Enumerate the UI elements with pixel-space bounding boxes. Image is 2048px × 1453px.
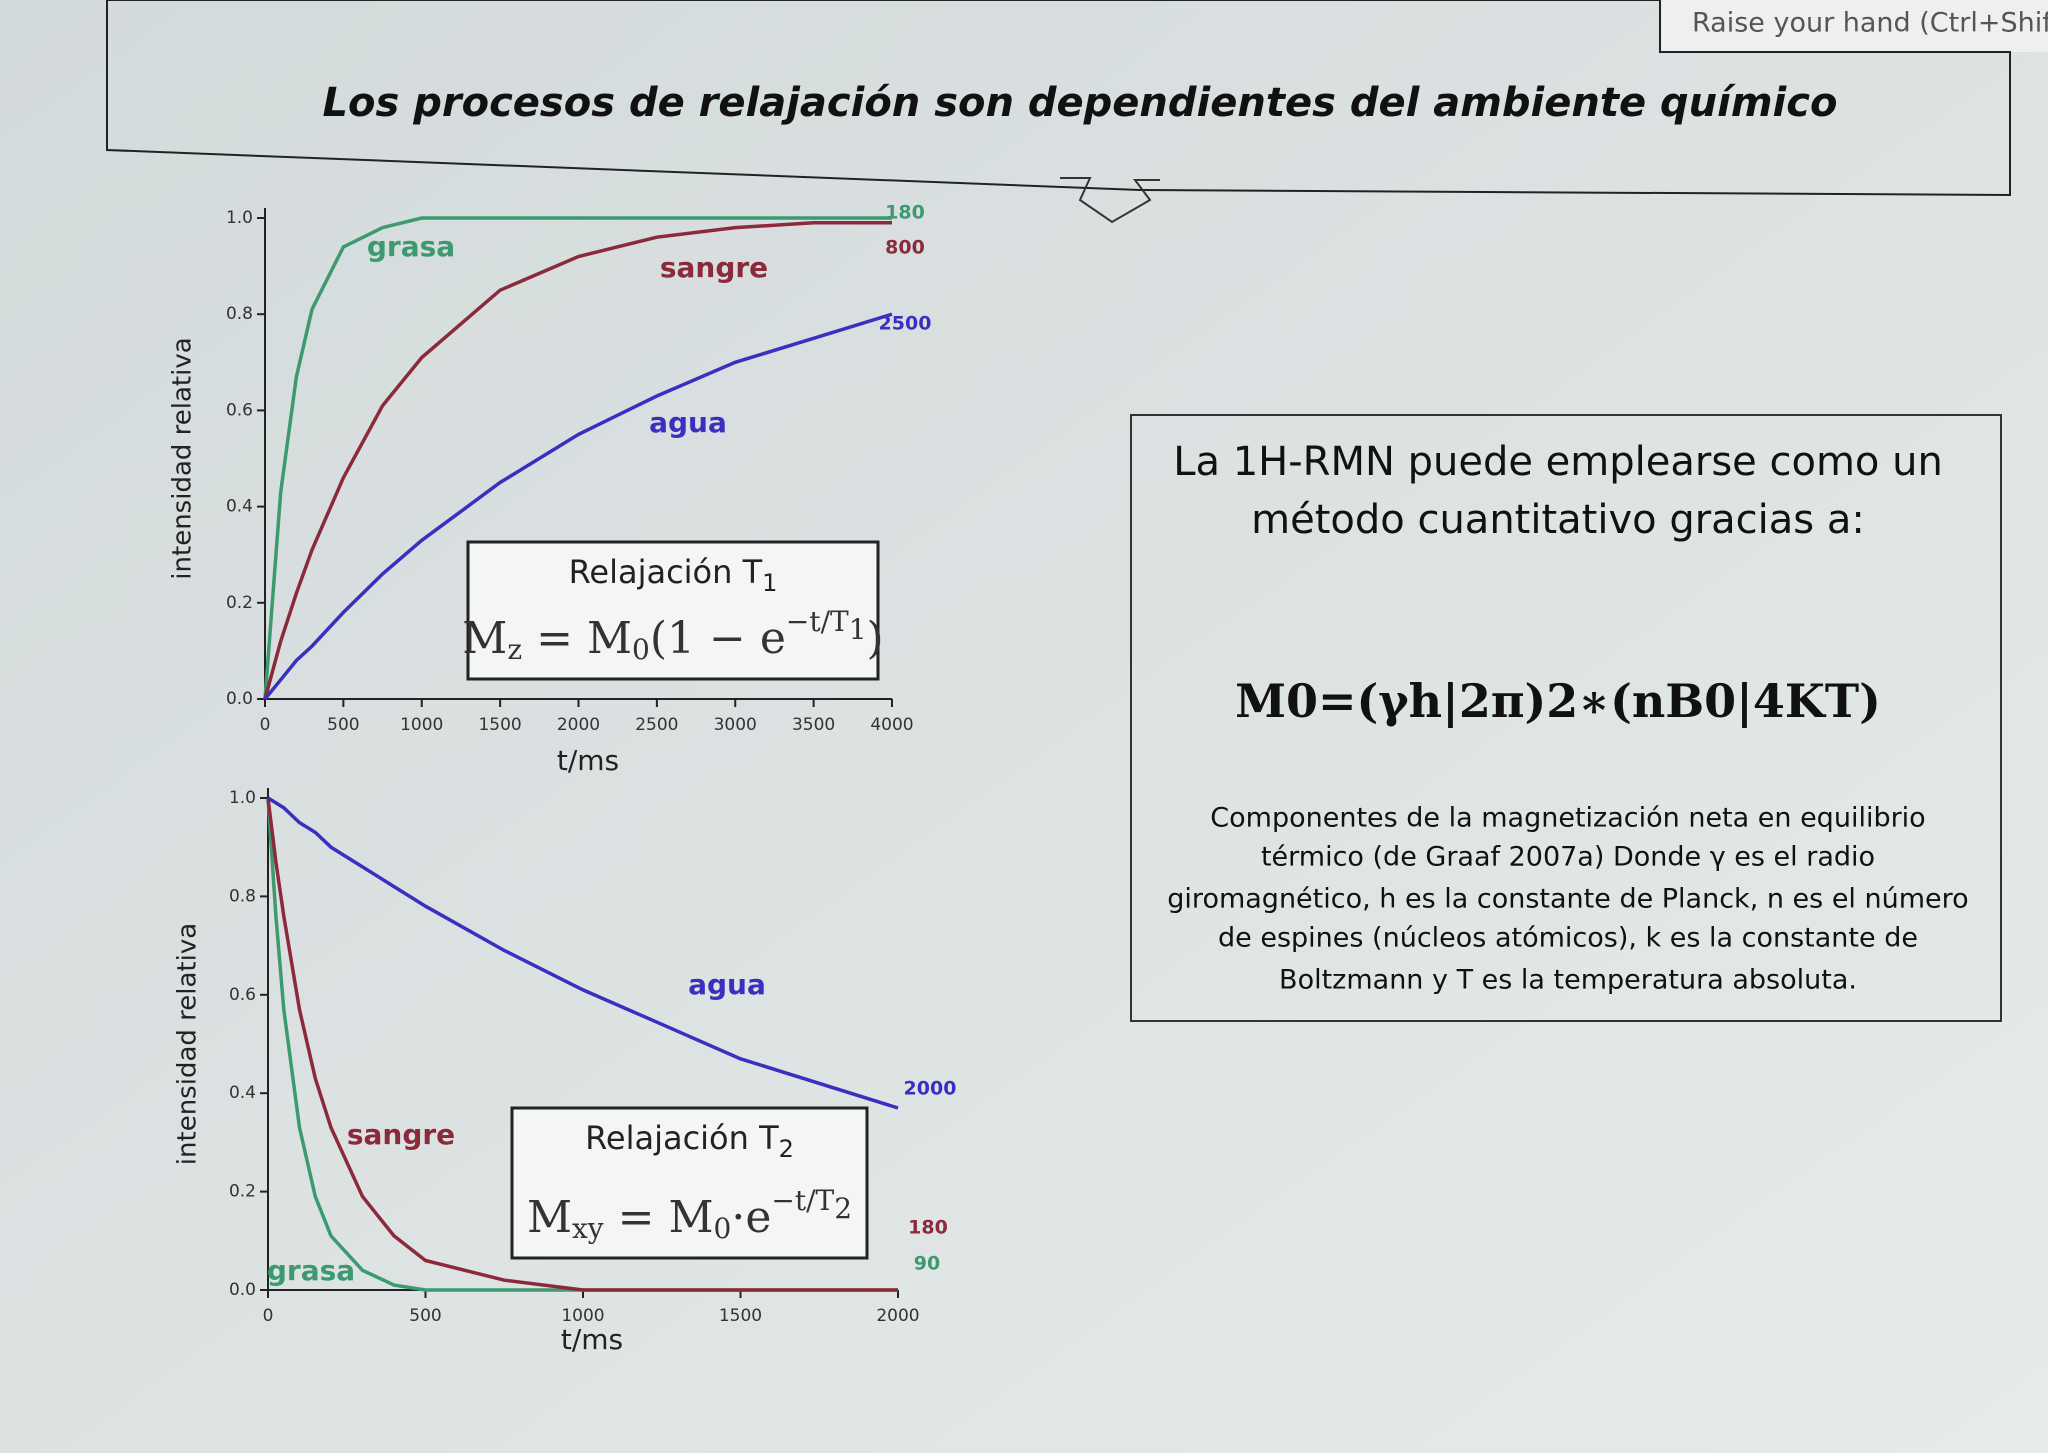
series-label: sangre xyxy=(347,1118,455,1151)
formula-part: ·e xyxy=(731,1192,771,1243)
y-tick-label: 0.8 xyxy=(226,304,253,324)
arrow xyxy=(1060,177,1160,224)
box-title-text: Relajación T xyxy=(569,553,763,591)
x-tick-label: 500 xyxy=(327,715,359,735)
time-constant: 2500 xyxy=(879,313,932,335)
x-axis-label: t/ms xyxy=(557,744,619,777)
y-tick-label: 0.4 xyxy=(226,497,253,517)
series-label: agua xyxy=(649,406,727,439)
formula-part: xy xyxy=(572,1212,604,1245)
line xyxy=(267,796,899,1110)
formula-part: −t/T xyxy=(786,605,849,638)
x-tick-label: 1000 xyxy=(561,1306,604,1326)
x-tick-label: 500 xyxy=(409,1306,441,1326)
y-tick-label: 1.0 xyxy=(226,208,253,228)
notice: Raise your hand (Ctrl+Shift xyxy=(1692,8,2048,39)
box-title-sub: 1 xyxy=(762,569,777,597)
x-tick-label: 3000 xyxy=(714,715,757,735)
formula-part: −t/T xyxy=(771,1184,834,1217)
formula-part: = M xyxy=(522,613,632,664)
series-label: grasa xyxy=(267,1254,355,1287)
time-constant: 180 xyxy=(885,202,925,224)
info-box xyxy=(1130,414,2002,1022)
formula-part: M xyxy=(527,1192,572,1243)
formula-part: 1 xyxy=(849,613,867,646)
y-tick-label: 0.2 xyxy=(226,593,253,613)
description: Componentes de la magnetización neta en … xyxy=(1210,803,1925,834)
x-tick-label: 0 xyxy=(263,1306,274,1326)
formula-part: 0 xyxy=(714,1212,732,1245)
description: Boltzmann y T es la temperatura absoluta… xyxy=(1279,965,1857,996)
formula-part: ) xyxy=(867,613,884,664)
box-title: Relajación T2 xyxy=(585,1119,794,1163)
formula-part: z xyxy=(507,633,522,666)
box-title-text: Relajación T xyxy=(585,1119,779,1157)
formula-part: 2 xyxy=(834,1192,852,1225)
description: de espines (núcleos atómicos), k es la c… xyxy=(1218,923,1918,954)
series-label: sangre xyxy=(660,251,768,284)
title-box xyxy=(106,0,2011,197)
x-tick-label: 2000 xyxy=(557,715,600,735)
x-tick-label: 4000 xyxy=(870,715,913,735)
x-tick-label: 1000 xyxy=(400,715,443,735)
series-label: agua xyxy=(688,968,766,1001)
formula: Mxy = M0·e−t/T2 xyxy=(527,1184,852,1245)
y-tick-label: 0.0 xyxy=(229,1280,256,1300)
time-constant: 90 xyxy=(914,1253,940,1275)
x-tick-label: 3500 xyxy=(792,715,835,735)
time-constant: 180 xyxy=(908,1217,948,1239)
description: térmico (de Graaf 2007a) Donde γ es el r… xyxy=(1261,842,1875,873)
formula-box xyxy=(466,540,880,681)
equation: M0=(γh|2π)2∗(nB0|4KT) xyxy=(1235,674,1881,728)
y-tick-label: 0.8 xyxy=(229,886,256,906)
x-axis-label: t/ms xyxy=(561,1323,623,1356)
y-tick-label: 1.0 xyxy=(229,788,256,808)
line xyxy=(263,221,892,700)
notice-box xyxy=(1661,0,2048,52)
x-tick-label: 2000 xyxy=(876,1306,919,1326)
x-tick-label: 1500 xyxy=(719,1306,762,1326)
y-axis-label: intensidad relativa xyxy=(173,923,203,1165)
description: giromagnético, h es la constante de Plan… xyxy=(1167,884,1968,915)
box-title-sub: 2 xyxy=(779,1135,794,1163)
y-axis-label: intensidad relativa xyxy=(168,337,198,579)
y-tick-label: 0.2 xyxy=(229,1182,256,1202)
formula-box xyxy=(510,1106,869,1260)
x-tick-label: 1500 xyxy=(478,715,521,735)
time-constant: 800 xyxy=(885,237,925,259)
info-line: método cuantitativo gracias a: xyxy=(1251,497,1865,543)
formula-part: 0 xyxy=(632,633,650,666)
line xyxy=(263,312,893,701)
info-line: La 1H-RMN puede emplearse como un xyxy=(1173,439,1943,485)
box-title: Relajación T1 xyxy=(569,553,778,597)
formula: Mz = M0(1 − e−t/T1) xyxy=(462,605,883,666)
x-tick-label: 2500 xyxy=(635,715,678,735)
y-tick-label: 0.6 xyxy=(226,400,253,420)
formula-part: (1 − e xyxy=(650,613,786,664)
title: Los procesos de relajación son dependien… xyxy=(323,80,1838,126)
formula-part: M xyxy=(462,613,507,664)
series-label: grasa xyxy=(367,230,455,263)
y-tick-label: 0.4 xyxy=(229,1083,256,1103)
line xyxy=(266,797,898,1292)
y-tick-label: 0.6 xyxy=(229,985,256,1005)
formula-part: = M xyxy=(604,1192,714,1243)
line xyxy=(263,216,892,700)
time-constant: 2000 xyxy=(904,1078,957,1100)
x-tick-label: 0 xyxy=(260,715,271,735)
y-tick-label: 0.0 xyxy=(226,689,253,709)
